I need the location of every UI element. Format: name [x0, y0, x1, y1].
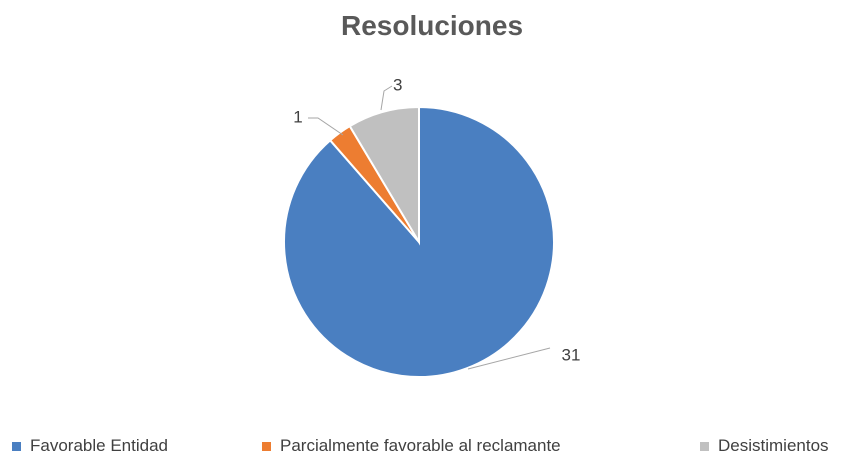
data-label-favorable-entidad: 31 — [562, 345, 581, 364]
legend-item-parcialmente-favorable: Parcialmente favorable al reclamante — [262, 436, 561, 456]
pie-chart: 31 1 3 — [283, 75, 581, 378]
legend-swatch-parcialmente-favorable — [262, 441, 271, 451]
data-label-desistimientos: 3 — [393, 75, 402, 94]
legend-item-desistimientos: Desistimientos — [700, 436, 829, 456]
pie-slice-desistimientos — [348, 105, 420, 246]
legend-swatch-favorable-entidad — [12, 441, 21, 451]
legend-item-favorable-entidad: Favorable Entidad — [12, 436, 168, 456]
legend-label-favorable-entidad: Favorable Entidad — [30, 436, 168, 455]
data-label-parcialmente-favorable: 1 — [293, 107, 302, 126]
legend-swatch-desistimientos — [700, 441, 709, 451]
chart-title: Resoluciones — [340, 10, 524, 41]
leader-line-desistimientos — [380, 85, 393, 111]
legend: Favorable Entidad Parcialmente favorable… — [0, 436, 864, 458]
leader-line-parcialmente-favorable — [308, 117, 344, 136]
legend-label-parcialmente-favorable: Parcialmente favorable al reclamante — [280, 436, 561, 455]
leader-line-favorable-entidad — [467, 347, 551, 370]
legend-label-desistimientos: Desistimientos — [718, 436, 829, 455]
